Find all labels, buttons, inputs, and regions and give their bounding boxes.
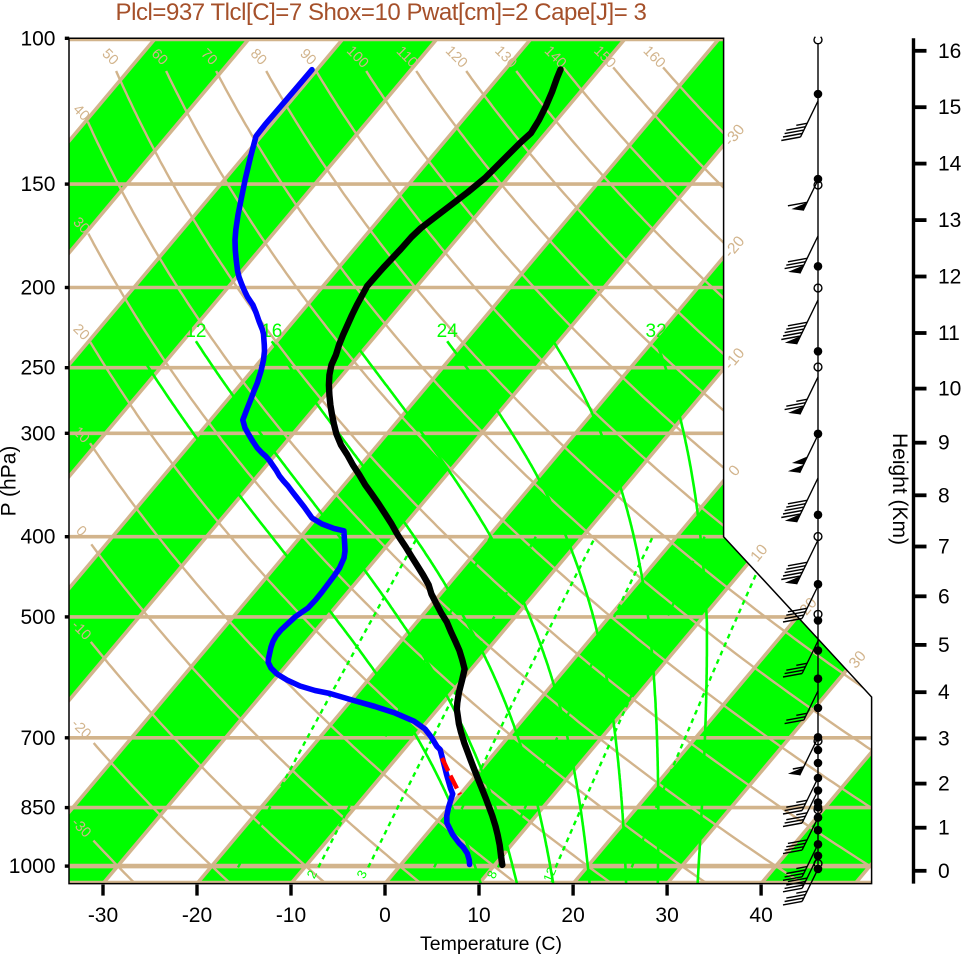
svg-text:-30: -30 bbox=[88, 904, 118, 927]
svg-text:850: 850 bbox=[20, 797, 55, 820]
svg-text:10: 10 bbox=[938, 378, 961, 401]
svg-text:100: 100 bbox=[20, 27, 55, 50]
svg-text:15: 15 bbox=[938, 96, 961, 119]
svg-text:0: 0 bbox=[938, 860, 950, 883]
svg-text:2: 2 bbox=[938, 773, 950, 796]
svg-text:14: 14 bbox=[938, 153, 961, 176]
svg-text:16: 16 bbox=[938, 40, 961, 63]
svg-text:40: 40 bbox=[749, 904, 772, 927]
svg-text:500: 500 bbox=[20, 606, 55, 629]
svg-text:12: 12 bbox=[938, 266, 961, 289]
svg-text:13: 13 bbox=[938, 209, 961, 232]
svg-text:0: 0 bbox=[379, 904, 391, 927]
svg-text:10: 10 bbox=[467, 904, 490, 927]
svg-text:Temperature (C): Temperature (C) bbox=[420, 933, 562, 955]
svg-text:24: 24 bbox=[437, 321, 459, 342]
svg-text:12: 12 bbox=[540, 865, 559, 884]
svg-text:6: 6 bbox=[938, 585, 950, 608]
svg-text:-10: -10 bbox=[276, 904, 306, 927]
svg-text:8: 8 bbox=[938, 484, 950, 507]
svg-text:P (hPa): P (hPa) bbox=[0, 446, 21, 517]
svg-text:11: 11 bbox=[938, 322, 960, 345]
svg-text:9: 9 bbox=[938, 432, 950, 455]
svg-text:32: 32 bbox=[646, 321, 667, 342]
svg-text:12: 12 bbox=[185, 321, 206, 342]
svg-text:1000: 1000 bbox=[9, 855, 56, 878]
svg-text:400: 400 bbox=[20, 526, 55, 549]
svg-text:5: 5 bbox=[938, 634, 950, 657]
svg-text:1: 1 bbox=[938, 817, 950, 840]
svg-text:700: 700 bbox=[20, 727, 55, 750]
svg-text:3: 3 bbox=[938, 727, 950, 750]
svg-text:4: 4 bbox=[938, 681, 950, 704]
svg-text:Height (Km): Height (Km) bbox=[888, 433, 911, 545]
svg-text:20: 20 bbox=[561, 904, 584, 927]
svg-text:Plcl=937 Tlcl[C]=7 Shox=10 Pwa: Plcl=937 Tlcl[C]=7 Shox=10 Pwat[cm]=2 Ca… bbox=[116, 0, 647, 26]
svg-text:30: 30 bbox=[655, 904, 678, 927]
svg-text:-20: -20 bbox=[182, 904, 212, 927]
svg-text:300: 300 bbox=[20, 422, 55, 445]
svg-text:150: 150 bbox=[20, 173, 55, 196]
svg-text:250: 250 bbox=[20, 357, 55, 380]
svg-text:200: 200 bbox=[20, 277, 55, 300]
svg-text:7: 7 bbox=[938, 536, 950, 559]
